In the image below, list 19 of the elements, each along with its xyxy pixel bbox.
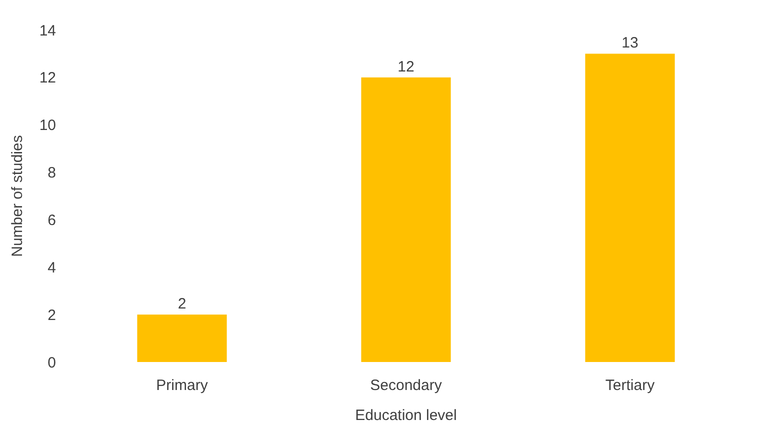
- data-label: 2: [178, 296, 186, 313]
- data-label: 12: [398, 58, 414, 76]
- bar: [137, 314, 227, 362]
- bar: [585, 54, 675, 362]
- y-tick-label: 12: [39, 70, 56, 87]
- y-tick-label: 14: [39, 22, 56, 40]
- y-tick-label: 2: [48, 306, 56, 324]
- x-tick-label: Tertiary: [605, 377, 656, 394]
- data-label: 13: [622, 34, 638, 52]
- bar: [361, 77, 451, 362]
- x-axis-title: Education level: [355, 407, 457, 424]
- y-tick-label: 0: [48, 354, 56, 372]
- y-tick-label: 10: [39, 117, 56, 134]
- y-axis-title: Number of studies: [9, 135, 26, 257]
- y-tick-label: 4: [48, 259, 56, 276]
- y-tick-label: 6: [48, 212, 56, 229]
- y-tick-label: 8: [48, 164, 56, 182]
- x-tick-label: Secondary: [370, 377, 442, 394]
- x-tick-label: Primary: [156, 377, 208, 394]
